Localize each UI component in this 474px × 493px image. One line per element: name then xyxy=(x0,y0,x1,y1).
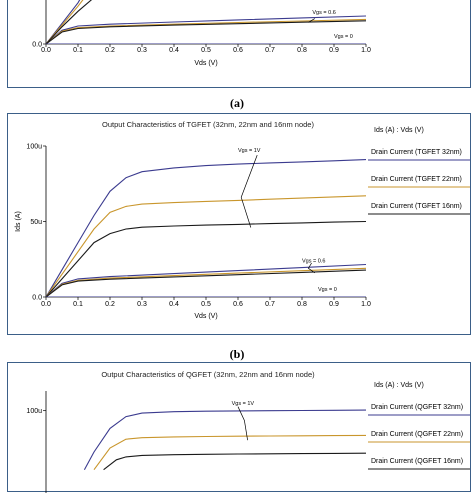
series-line-s22 xyxy=(46,267,366,297)
x-tick-label: 0.0 xyxy=(41,301,51,308)
series-line-s16 xyxy=(46,220,366,297)
chart-title: Output Characteristics of TGFET (32nm, 2… xyxy=(102,120,314,129)
x-tick-label: 0.2 xyxy=(105,47,115,54)
x-tick-label: 0.5 xyxy=(201,301,211,308)
vgs-annotation: Vgs = 0.6 xyxy=(312,10,335,16)
x-tick-label: 0.9 xyxy=(329,47,339,54)
chart-title: Output Characteristics of QGFET (32nm, 2… xyxy=(101,370,315,379)
x-tick-label: 1.0 xyxy=(361,301,371,308)
series-line-s16 xyxy=(46,20,366,44)
x-tick-label: 0.5 xyxy=(201,47,211,54)
x-tick-label: 0.7 xyxy=(265,301,275,308)
y-axis-label: Ids (A) xyxy=(15,211,22,232)
legend-label: Drain Current (QGFET 32nm) xyxy=(371,404,463,411)
x-tick-label: 0.3 xyxy=(137,47,147,54)
legend-label: Drain Current (QGFET 22nm) xyxy=(371,431,463,438)
x-tick-label: 0.6 xyxy=(233,47,243,54)
series-group xyxy=(46,159,366,297)
x-tick-label: 0.9 xyxy=(329,301,339,308)
series-line-s16 xyxy=(103,452,366,471)
legend-label: Drain Current (TGFET 32nm) xyxy=(371,149,462,156)
x-tick-label: 0.1 xyxy=(73,47,83,54)
vgs-leader-curve xyxy=(237,406,248,441)
y-tick-label: 50u xyxy=(30,219,42,226)
vgs-leader-curve xyxy=(240,154,258,228)
x-axis-label: Vds (V) xyxy=(194,60,217,67)
x-tick-label: 0.6 xyxy=(233,301,243,308)
legend-header: Ids (A) : Vds (V) xyxy=(374,127,424,134)
legend-label: Drain Current (TGFET 16nm) xyxy=(371,203,462,210)
vgs-leader-curve xyxy=(307,262,316,274)
vgs-annotation: Vgs = 0.6 xyxy=(302,258,325,264)
series-line-s32 xyxy=(83,409,366,470)
legend-header: Ids (A) : Vds (V) xyxy=(374,382,424,389)
x-tick-label: 0.8 xyxy=(297,301,307,308)
series-line-s22 xyxy=(46,195,366,297)
series-line-s16 xyxy=(46,269,366,297)
x-tick-label: 1.0 xyxy=(361,47,371,54)
x-tick-label: 0.2 xyxy=(105,301,115,308)
series-line-s32 xyxy=(46,15,366,44)
y-tick-label: 100u xyxy=(26,144,42,151)
chart-panel-c: Output Characteristics of QGFET (32nm, 2… xyxy=(7,362,471,493)
legend-label: Drain Current (TGFET 22nm) xyxy=(371,176,462,183)
chart-c-svg: Output Characteristics of QGFET (32nm, 2… xyxy=(26,370,470,493)
series-line-s22 xyxy=(93,434,366,471)
x-tick-label: 0.7 xyxy=(265,47,275,54)
x-tick-label: 0.4 xyxy=(169,301,179,308)
chart-a-svg: 0.0 0.1 0.2 0.3 0.4 0.5 0.6 0.7 0.8 0.9 1.0 0.0 Vds … xyxy=(32,0,371,67)
y-tick-label: 0.0 xyxy=(32,295,42,302)
vgs-annotation: Vgs = 0 xyxy=(334,34,353,40)
chart-panel-b: Output Characteristics of TGFET (32nm, 2… xyxy=(7,113,471,335)
series-line-s32 xyxy=(46,263,366,297)
y-tick-label: 0.0 xyxy=(32,42,42,49)
caption-a: (a) xyxy=(230,96,244,110)
vgs-leader-curve xyxy=(308,18,315,23)
x-tick-label: 0.8 xyxy=(297,47,307,54)
x-tick-label: 0.3 xyxy=(137,301,147,308)
x-tick-label: 0.4 xyxy=(169,47,179,54)
series-line-s32 xyxy=(46,159,366,297)
y-tick-label: 100u xyxy=(26,408,42,415)
series-line-s22 xyxy=(46,18,366,44)
vgs-annotation: Vgs = 1V xyxy=(232,401,255,407)
x-axis-label: Vds (V) xyxy=(194,313,217,320)
series-group xyxy=(83,409,366,471)
x-tick-label: 0.0 xyxy=(41,47,51,54)
series-line-s22 xyxy=(46,0,84,44)
vgs-annotation: Vgs = 1V xyxy=(238,148,261,154)
chart-b-svg: Output Characteristics of TGFET (32nm, 2… xyxy=(15,120,470,320)
series-group xyxy=(46,0,366,44)
caption-b: (b) xyxy=(229,347,245,361)
vgs-annotation: Vgs = 0 xyxy=(318,287,337,293)
series-line-s16 xyxy=(46,0,93,44)
x-tick-label: 0.1 xyxy=(73,301,83,308)
legend-label: Drain Current (QGFET 16nm) xyxy=(371,458,463,465)
chart-panel-a: 0.0 0.1 0.2 0.3 0.4 0.5 0.6 0.7 0.8 0.9 1.0 0.0 Vds … xyxy=(7,0,471,88)
